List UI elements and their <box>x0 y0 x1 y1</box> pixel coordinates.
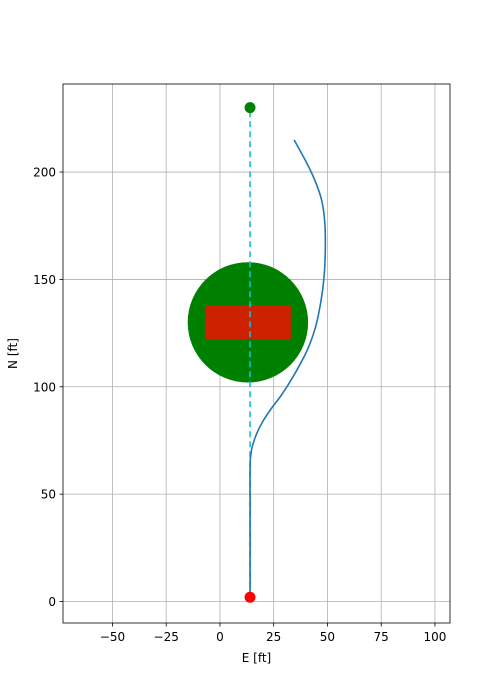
y-tick-label: 0 <box>48 595 56 609</box>
trajectory-line <box>249 139 327 598</box>
axis-ticks: −50 −25 0 25 50 75 100 0 50 100 150 200 <box>33 166 446 644</box>
x-tick-label: 0 <box>216 630 224 644</box>
x-tick-label: 50 <box>320 630 335 644</box>
x-tick-label: 75 <box>374 630 389 644</box>
start-marker <box>244 591 256 603</box>
x-tick-label: 100 <box>423 630 446 644</box>
plot-series <box>244 102 327 603</box>
y-tick-label: 50 <box>41 488 56 502</box>
plot-frame <box>62 83 451 624</box>
y-tick-label: 100 <box>33 380 56 394</box>
y-tick-label: 200 <box>33 166 56 180</box>
x-tick-label: 25 <box>266 630 281 644</box>
obstacle-rectangle <box>204 305 291 340</box>
y-tick-label: 150 <box>33 273 56 287</box>
x-tick-label: −50 <box>100 630 125 644</box>
x-axis-label: E [ft] <box>242 651 271 665</box>
grid <box>63 84 450 623</box>
x-tick-label: −25 <box>154 630 179 644</box>
y-axis-label: N [ft] <box>6 338 20 369</box>
goal-marker <box>244 102 256 114</box>
plot-shapes <box>187 262 309 383</box>
